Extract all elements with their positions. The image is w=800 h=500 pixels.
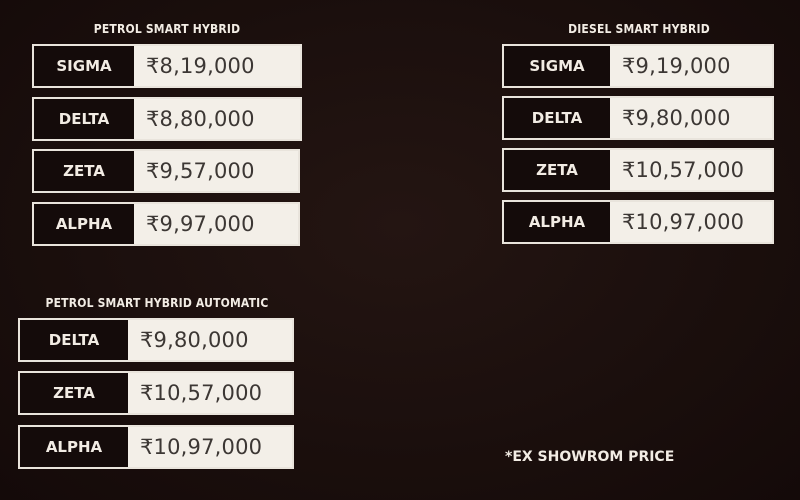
price-value: ₹8,80,000 bbox=[134, 99, 300, 139]
price-value: ₹10,57,000 bbox=[610, 150, 772, 190]
variant-label: DELTA bbox=[34, 99, 134, 139]
price-value: ₹10,57,000 bbox=[128, 373, 292, 413]
price-row-alpha: ALPHA ₹9,97,000 bbox=[32, 202, 300, 246]
price-row-zeta: ZETA ₹10,57,000 bbox=[502, 148, 774, 192]
price-group-petrol-smart-hybrid-automatic: PETROL SMART HYBRID AUTOMATIC DELTA ₹9,8… bbox=[18, 296, 296, 476]
price-row-delta: DELTA ₹9,80,000 bbox=[502, 96, 774, 140]
variant-label: ALPHA bbox=[34, 204, 134, 244]
price-value: ₹9,57,000 bbox=[134, 151, 298, 191]
price-value: ₹9,80,000 bbox=[128, 320, 292, 360]
group-title: PETROL SMART HYBRID AUTOMATIC bbox=[45, 296, 269, 310]
price-value: ₹9,97,000 bbox=[134, 204, 298, 244]
price-group-diesel-smart-hybrid: DIESEL SMART HYBRID SIGMA ₹9,19,000 DELT… bbox=[502, 22, 776, 246]
price-value: ₹10,97,000 bbox=[610, 202, 772, 242]
variant-label: SIGMA bbox=[34, 46, 134, 86]
price-value: ₹8,19,000 bbox=[134, 46, 300, 86]
price-group-petrol-smart-hybrid: PETROL SMART HYBRID SIGMA ₹8,19,000 DELT… bbox=[32, 22, 302, 246]
group-title: PETROL SMART HYBRID bbox=[93, 22, 241, 36]
variant-label: ZETA bbox=[20, 373, 128, 413]
price-row-alpha: ALPHA ₹10,97,000 bbox=[502, 200, 774, 244]
variant-label: ZETA bbox=[34, 151, 134, 191]
price-row-zeta: ZETA ₹10,57,000 bbox=[18, 371, 294, 415]
price-row-sigma: SIGMA ₹8,19,000 bbox=[32, 44, 302, 88]
price-row-zeta: ZETA ₹9,57,000 bbox=[32, 149, 300, 193]
variant-label: ALPHA bbox=[504, 202, 610, 242]
price-row-alpha: ALPHA ₹10,97,000 bbox=[18, 425, 294, 469]
price-row-delta: DELTA ₹8,80,000 bbox=[32, 97, 302, 141]
variant-label: DELTA bbox=[504, 98, 610, 138]
price-value: ₹9,80,000 bbox=[610, 98, 772, 138]
footnote-ex-showroom: *EX SHOWROM PRICE bbox=[505, 449, 675, 465]
price-row-sigma: SIGMA ₹9,19,000 bbox=[502, 44, 774, 88]
price-value: ₹10,97,000 bbox=[128, 427, 292, 467]
group-title: DIESEL SMART HYBRID bbox=[568, 22, 710, 36]
variant-label: ZETA bbox=[504, 150, 610, 190]
price-value: ₹9,19,000 bbox=[610, 46, 772, 86]
variant-label: SIGMA bbox=[504, 46, 610, 86]
variant-label: ALPHA bbox=[20, 427, 128, 467]
variant-label: DELTA bbox=[20, 320, 128, 360]
price-row-delta: DELTA ₹9,80,000 bbox=[18, 318, 294, 362]
